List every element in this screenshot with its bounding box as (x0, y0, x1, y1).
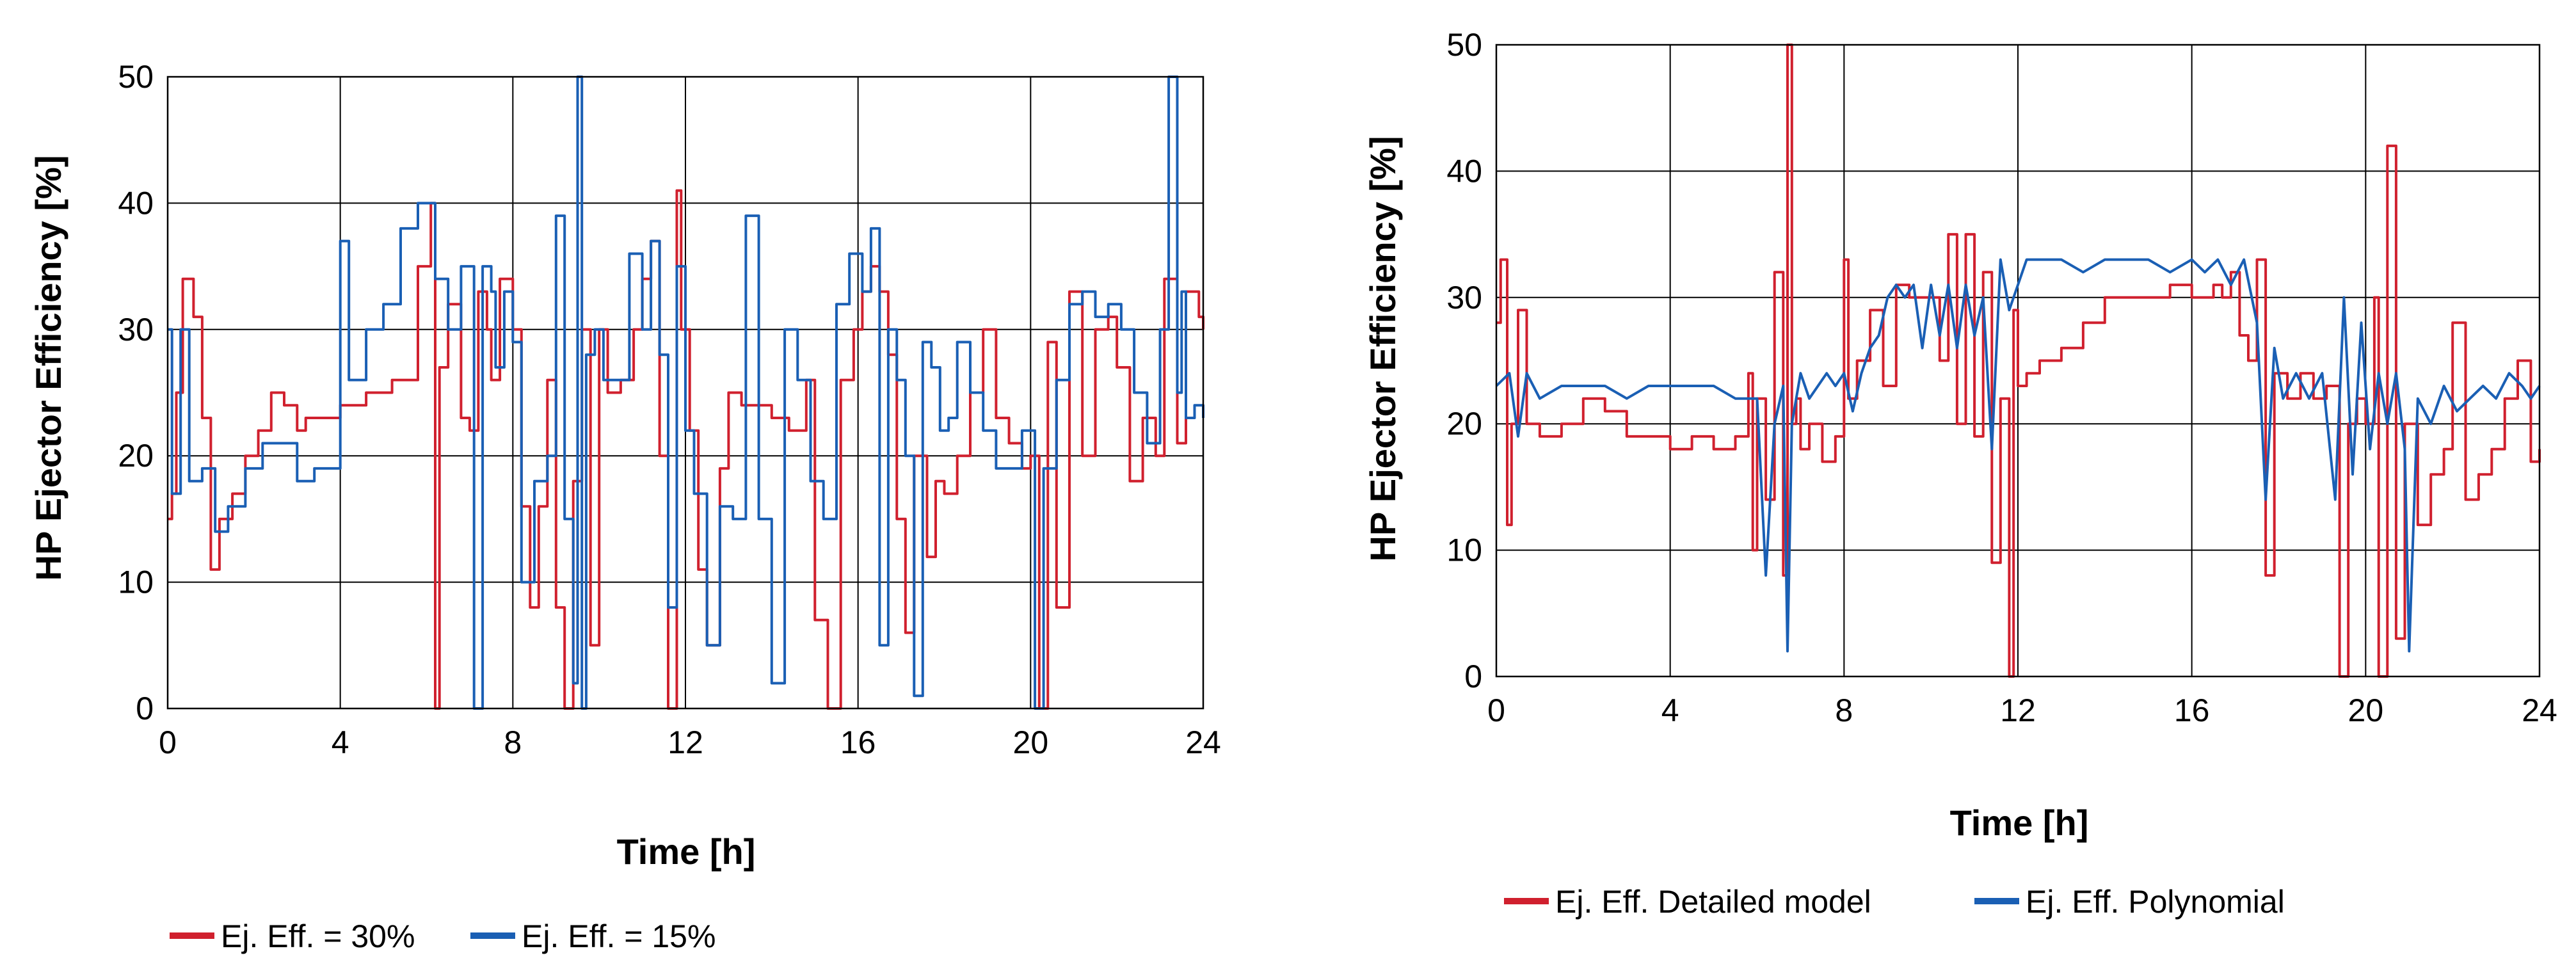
chart-left-plot-frame (166, 76, 1204, 710)
chart-right: 0 10 20 30 40 50 0 4 8 12 16 20 24 Time [h] HP Ejec… (1363, 27, 2557, 920)
x-tick-label: 12 (2000, 692, 2036, 728)
legend-label-ej-eff-15: Ej. Eff. = 15% (522, 918, 716, 954)
x-tick-label: 8 (504, 724, 522, 760)
series-line-ej-eff-15 (168, 76, 1204, 710)
chart-left-y-axis-title: HP Ejector Efficiency [%] (28, 156, 68, 581)
chart-right-y-axis-title: HP Ejector Efficiency [%] (1363, 136, 1403, 562)
chart-right-legend: Ej. Eff. Detailed model Ej. Eff. Polynom… (1504, 884, 2285, 920)
y-tick-label: 50 (118, 59, 154, 95)
x-tick-label: 16 (840, 724, 876, 760)
y-tick-label: 30 (118, 312, 154, 348)
y-tick-label: 0 (1464, 659, 1482, 694)
chart-left-series (168, 76, 1204, 710)
x-tick-label: 12 (668, 724, 703, 760)
series-line-ej-eff-30 (168, 189, 1204, 710)
x-tick-label: 24 (2522, 692, 2557, 728)
chart-right-plot-frame (1495, 44, 2541, 678)
x-tick-label: 20 (1013, 724, 1049, 760)
chart-right-x-axis-title: Time [h] (1950, 803, 2089, 843)
y-tick-label: 10 (1446, 532, 1482, 568)
x-tick-label: 0 (159, 724, 177, 760)
legend-label-ej-eff-30: Ej. Eff. = 30% (221, 918, 415, 954)
chart-left: 0 10 20 30 40 50 0 4 8 12 16 20 24 Time [h] HP Ejec… (28, 59, 1221, 954)
chart-left-y-ticks: 0 10 20 30 40 50 (118, 59, 154, 726)
legend-label-detailed-model: Ej. Eff. Detailed model (1555, 884, 1871, 920)
chart-right-x-ticks: 0 4 8 12 16 20 24 (1487, 692, 2557, 728)
chart-right-series (1495, 44, 2541, 678)
chart-left-x-axis-title: Time [h] (617, 831, 756, 872)
y-tick-label: 30 (1446, 280, 1482, 316)
y-tick-label: 50 (1446, 27, 1482, 63)
y-tick-label: 20 (118, 438, 154, 474)
series-line-ej-eff-polynomial (1495, 258, 2541, 653)
x-tick-label: 20 (2348, 692, 2384, 728)
x-tick-label: 0 (1487, 692, 1505, 728)
y-tick-label: 40 (118, 185, 154, 221)
x-tick-label: 4 (332, 724, 349, 760)
x-tick-label: 24 (1185, 724, 1221, 760)
x-tick-label: 8 (1835, 692, 1853, 728)
y-tick-label: 20 (1446, 406, 1482, 442)
series-line-ej-eff-detailed-model (1496, 44, 2541, 678)
chart-left-legend: Ej. Eff. = 30% Ej. Eff. = 15% (170, 918, 716, 954)
y-tick-label: 40 (1446, 153, 1482, 189)
y-tick-label: 10 (118, 564, 154, 600)
x-tick-label: 16 (2174, 692, 2210, 728)
chart-right-y-ticks: 0 10 20 30 40 50 (1446, 27, 1482, 694)
legend-label-polynomial: Ej. Eff. Polynomial (2026, 884, 2285, 920)
y-tick-label: 0 (136, 691, 154, 726)
chart-left-x-ticks: 0 4 8 12 16 20 24 (159, 724, 1221, 760)
x-tick-label: 4 (1661, 692, 1679, 728)
